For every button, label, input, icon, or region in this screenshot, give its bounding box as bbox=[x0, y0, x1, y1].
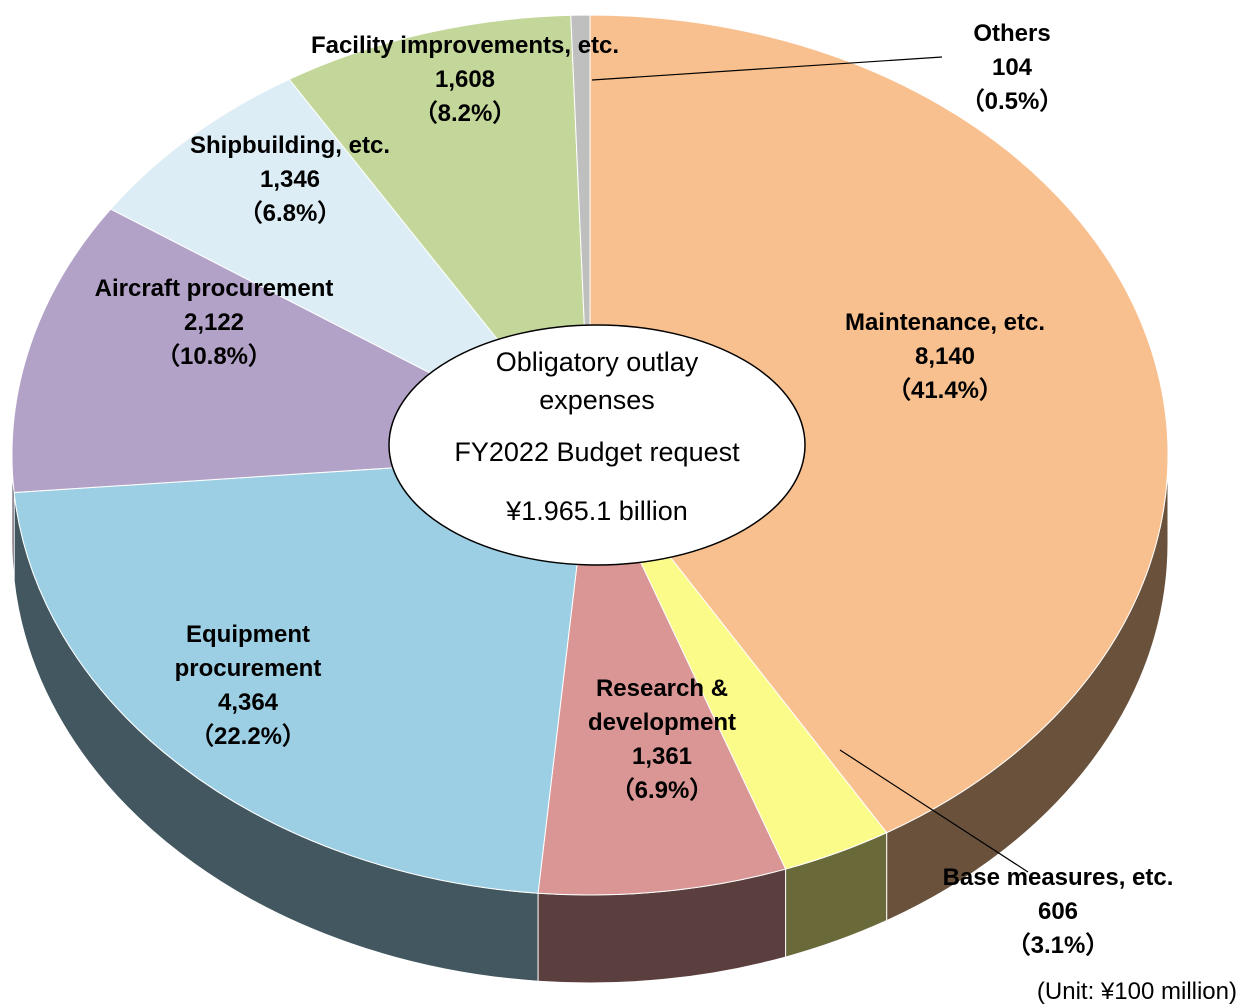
slice-label: Research & development 1,361 （6.9%） bbox=[562, 672, 762, 808]
value-label: 606 bbox=[1037, 898, 1079, 925]
value-label: 8,140 bbox=[914, 343, 976, 370]
category-label: Facility improvements, etc. bbox=[310, 32, 620, 59]
category-label: Shipbuilding, etc. bbox=[190, 132, 390, 159]
leader-line bbox=[591, 56, 943, 81]
value-label: 104 bbox=[991, 54, 1033, 81]
value-label: 2,122 bbox=[183, 309, 245, 336]
percent-label: （22.2%） bbox=[189, 723, 307, 750]
category-label: Research & development bbox=[587, 675, 737, 736]
value-label: 1,361 bbox=[631, 743, 693, 770]
slice-label: Equipment procurement 4,364 （22.2%） bbox=[138, 618, 358, 754]
slice bbox=[13, 454, 591, 894]
slice bbox=[589, 14, 1169, 834]
percent-label: （6.9%） bbox=[610, 777, 714, 804]
category-label: Aircraft procurement bbox=[94, 275, 334, 302]
category-label: Maintenance, etc. bbox=[844, 309, 1046, 336]
center-ellipse bbox=[388, 324, 806, 566]
category-label: Equipment procurement bbox=[174, 621, 322, 682]
value-label: 4,364 bbox=[217, 689, 279, 716]
percent-label: （8.2%） bbox=[413, 100, 517, 127]
value-label: 1,346 bbox=[259, 166, 321, 193]
center-text: Obligatory outlay expenses bbox=[495, 347, 699, 415]
category-label: Others bbox=[973, 20, 1051, 47]
slice-label: Maintenance, etc. 8,140 （41.4%） bbox=[795, 306, 1095, 408]
percent-label: （41.4%） bbox=[886, 377, 1004, 404]
percent-label: （10.8%） bbox=[155, 343, 273, 370]
unit-note: (Unit: ¥100 million) bbox=[1036, 978, 1237, 1005]
percent-label: （6.8%） bbox=[238, 200, 342, 227]
slice-label: Base measures, etc. 606 （3.1%） bbox=[898, 861, 1218, 963]
leader-line bbox=[839, 749, 1029, 873]
slice-label: Facility improvements, etc. 1,608 （8.2%） bbox=[305, 29, 625, 131]
slice-label: Shipbuilding, etc. 1,346 （6.8%） bbox=[150, 129, 430, 231]
slice-label: Others 104 （0.5%） bbox=[912, 17, 1112, 119]
category-label: Base measures, etc. bbox=[942, 864, 1174, 891]
slice-label: Aircraft procurement 2,122 （10.8%） bbox=[54, 272, 374, 374]
center-text: FY2022 Budget request bbox=[454, 437, 740, 467]
value-label: 1,608 bbox=[434, 66, 496, 93]
percent-label: （3.1%） bbox=[1006, 932, 1110, 959]
center-text: ¥1.965.1 billion bbox=[506, 496, 688, 526]
percent-label: （0.5%） bbox=[960, 88, 1064, 115]
